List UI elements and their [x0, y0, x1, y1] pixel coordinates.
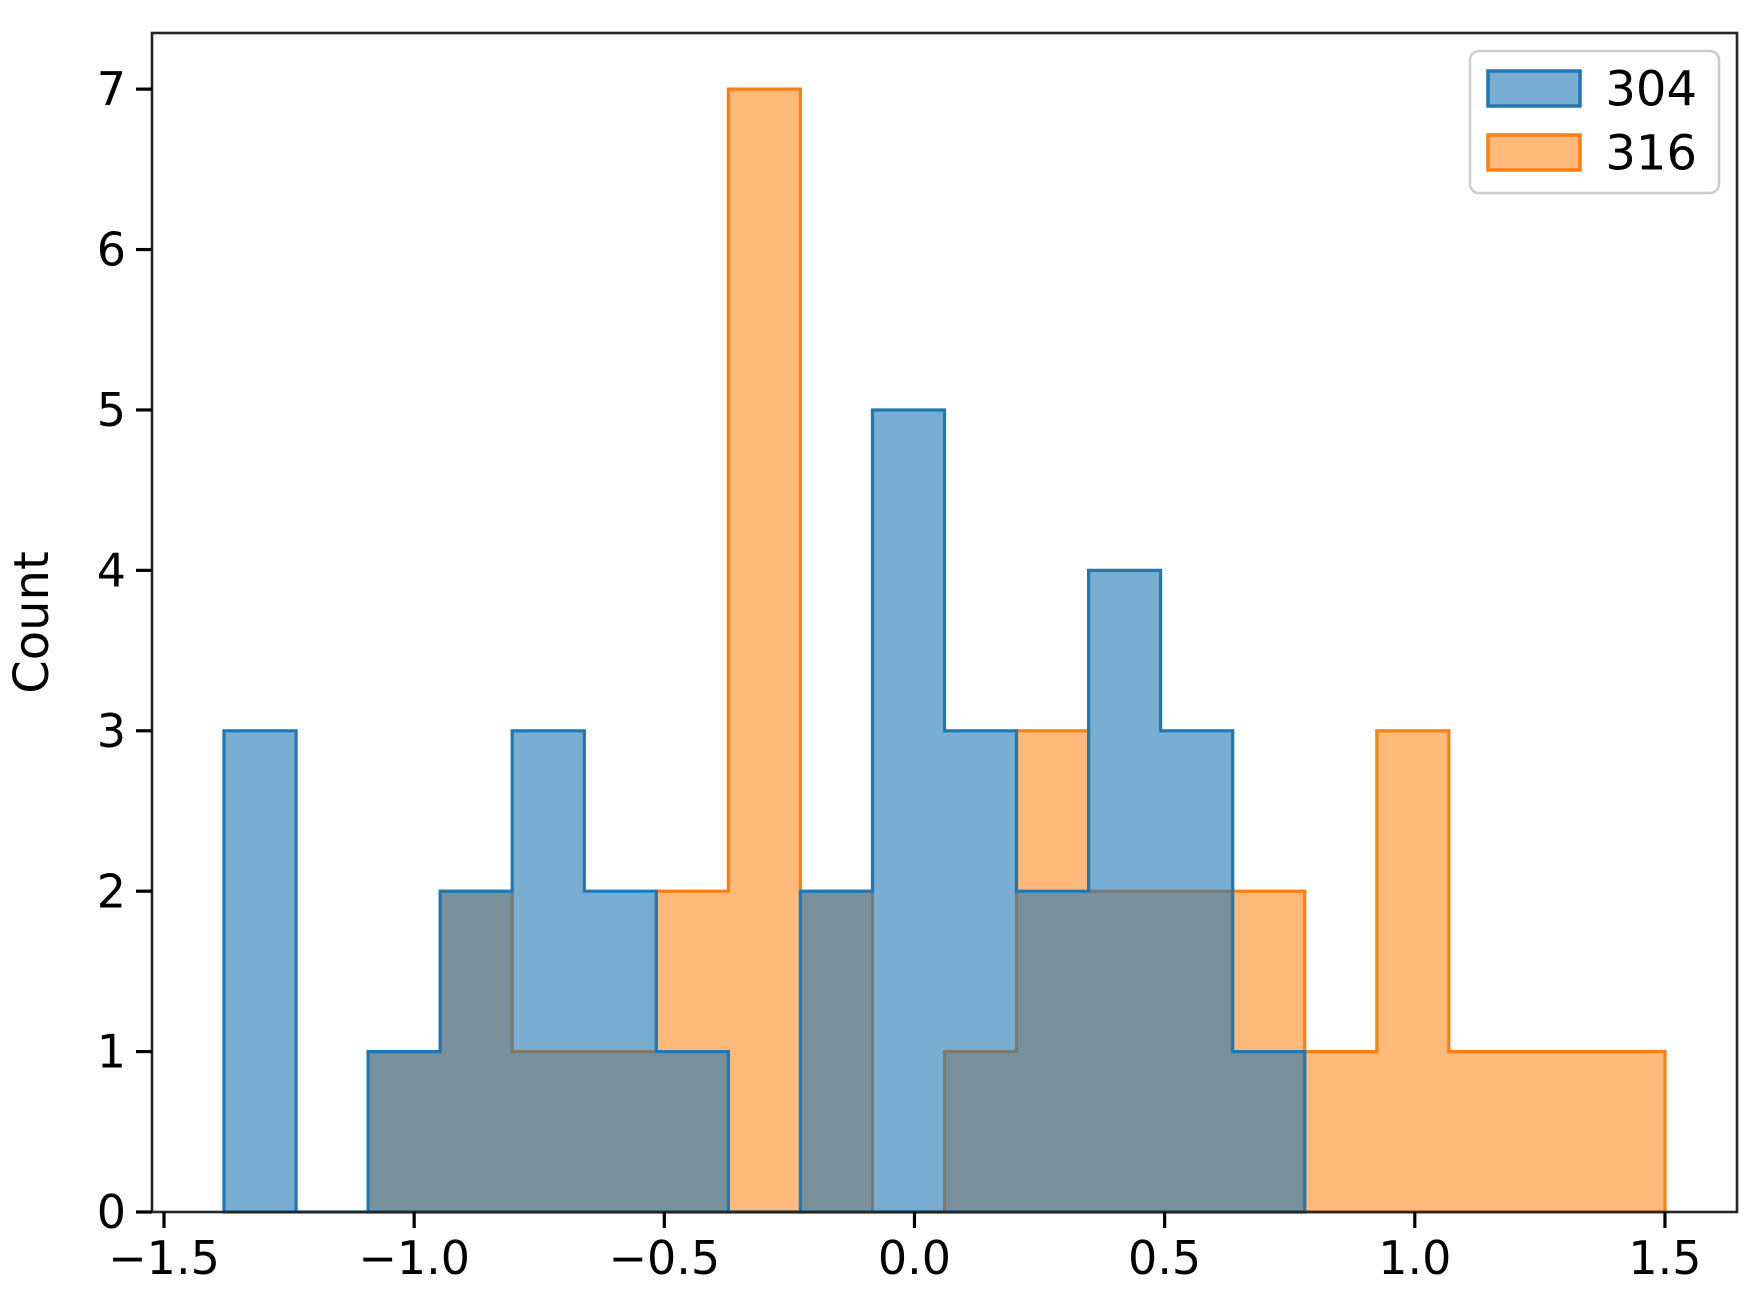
y-axis-label: Count	[4, 551, 60, 694]
y-axis-tick-label: 4	[97, 543, 126, 597]
legend-swatch-316	[1486, 133, 1582, 172]
y-axis-tick-label: 7	[97, 62, 126, 116]
plot-border	[150, 31, 1739, 1214]
y-axis-tick-label: 1	[97, 1025, 126, 1079]
x-axis-tick-label: 0.0	[878, 1231, 951, 1285]
legend-label-304: 304	[1605, 61, 1697, 117]
x-axis-tick-label: 1.5	[1628, 1231, 1701, 1285]
legend-swatch-304	[1486, 69, 1582, 108]
x-axis-tick-label: −0.5	[608, 1231, 720, 1285]
y-axis-tick-label: 6	[97, 223, 126, 277]
y-axis-tick-label: 0	[97, 1185, 126, 1239]
y-axis-tick-label: 3	[97, 704, 126, 758]
y-axis-tick-label: 5	[97, 383, 126, 437]
y-axis-tick-label: 2	[97, 864, 126, 918]
x-axis-tick-label: −1.5	[108, 1231, 220, 1285]
legend-label-316: 316	[1605, 125, 1697, 181]
x-axis-tick-label: 1.0	[1378, 1231, 1451, 1285]
x-axis-tick-label: 0.5	[1128, 1231, 1201, 1285]
x-axis-tick-label: −1.0	[358, 1231, 470, 1285]
